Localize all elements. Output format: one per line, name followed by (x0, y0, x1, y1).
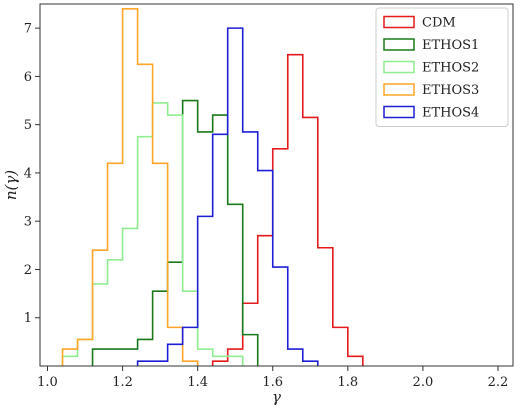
y-axis-label: n(γ) (2, 170, 20, 200)
legend-swatch-ethos2 (383, 60, 415, 74)
x-tick-label: 1.0 (37, 375, 58, 390)
plot-frame (39, 3, 514, 367)
series-cdm-outline (211, 53, 364, 366)
y-tick-label: 4 (24, 166, 32, 181)
series-ethos1-outline (91, 99, 259, 366)
x-axis-label: γ (272, 388, 281, 406)
legend: CDM ETHOS1 ETHOS2 ETHOS3 ETHOS4 (375, 7, 509, 127)
legend-swatch-ethos3 (383, 83, 415, 96)
plot-area: 1.0 1.2 1.4 1.6 1.8 2.0 2.2 1 2 3 4 5 6 7 (24, 3, 514, 390)
legend-label-ethos3: ETHOS3 (422, 83, 479, 98)
y-tick-label: 1 (24, 311, 32, 326)
x-tick-label: 1.2 (112, 375, 133, 390)
y-tick-label: 5 (24, 118, 32, 133)
x-tick-label: 1.8 (337, 375, 358, 390)
x-tick-label: 2.2 (488, 375, 509, 390)
legend-label-ethos4: ETHOS4 (422, 106, 479, 121)
y-axis: 1 2 3 4 5 6 7 (24, 22, 40, 326)
series-layer (61, 8, 364, 366)
x-tick-label: 1.6 (262, 375, 283, 390)
series-ethos3-outline (61, 8, 199, 366)
x-axis: 1.0 1.2 1.4 1.6 1.8 2.0 2.2 (37, 366, 508, 390)
legend-swatch-cdm (383, 15, 415, 29)
y-tick-label: 3 (24, 215, 32, 230)
y-tick-label: 2 (24, 263, 32, 278)
x-tick-label: 1.4 (187, 375, 208, 390)
y-tick-label: 7 (24, 22, 32, 37)
legend-label-ethos2: ETHOS2 (422, 61, 479, 76)
legend-box (375, 7, 509, 127)
y-tick-label: 6 (24, 70, 32, 85)
legend-label-cdm: CDM (422, 16, 456, 31)
x-tick-label: 2.0 (413, 375, 434, 390)
legend-label-ethos1: ETHOS1 (422, 38, 479, 53)
series-ethos4-outline (136, 27, 319, 366)
legend-swatch-ethos1 (383, 38, 415, 51)
legend-swatch-ethos4 (383, 105, 415, 119)
